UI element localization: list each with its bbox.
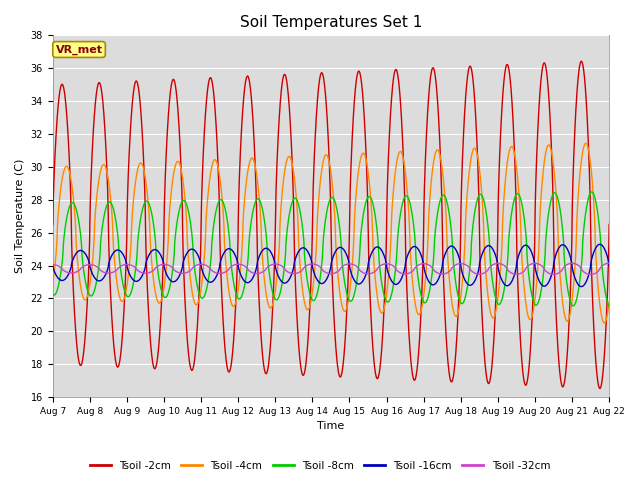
Title: Soil Temperatures Set 1: Soil Temperatures Set 1	[240, 15, 422, 30]
X-axis label: Time: Time	[317, 421, 344, 432]
Legend: Tsoil -2cm, Tsoil -4cm, Tsoil -8cm, Tsoil -16cm, Tsoil -32cm: Tsoil -2cm, Tsoil -4cm, Tsoil -8cm, Tsoi…	[86, 456, 554, 475]
Text: VR_met: VR_met	[56, 44, 102, 55]
Y-axis label: Soil Temperature (C): Soil Temperature (C)	[15, 159, 25, 274]
